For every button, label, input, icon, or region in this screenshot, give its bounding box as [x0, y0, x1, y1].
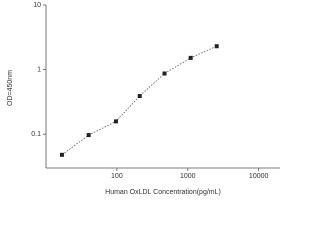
- data-point: [86, 133, 91, 138]
- data-point: [59, 152, 64, 157]
- x-tick-label: 1000: [180, 173, 196, 180]
- y-tick-label: 0.1: [31, 131, 41, 138]
- data-point: [162, 71, 167, 76]
- y-tick-label: 1: [37, 66, 41, 73]
- data-point: [214, 44, 219, 49]
- data-point: [137, 94, 142, 99]
- x-tick-label: 100: [111, 173, 123, 180]
- y-tick-label: 10: [33, 2, 41, 9]
- x-axis-label: Human OxLDL Concentration(pg/mL): [105, 189, 221, 196]
- y-axis-label: OD=450nm: [7, 70, 14, 106]
- chart: OD=450nm Human OxLDL Concentration(pg/mL…: [7, 2, 280, 196]
- x-tick-label: 10000: [249, 173, 269, 180]
- data-point: [113, 119, 118, 124]
- fit-curve: [61, 45, 217, 156]
- data-point: [188, 55, 193, 60]
